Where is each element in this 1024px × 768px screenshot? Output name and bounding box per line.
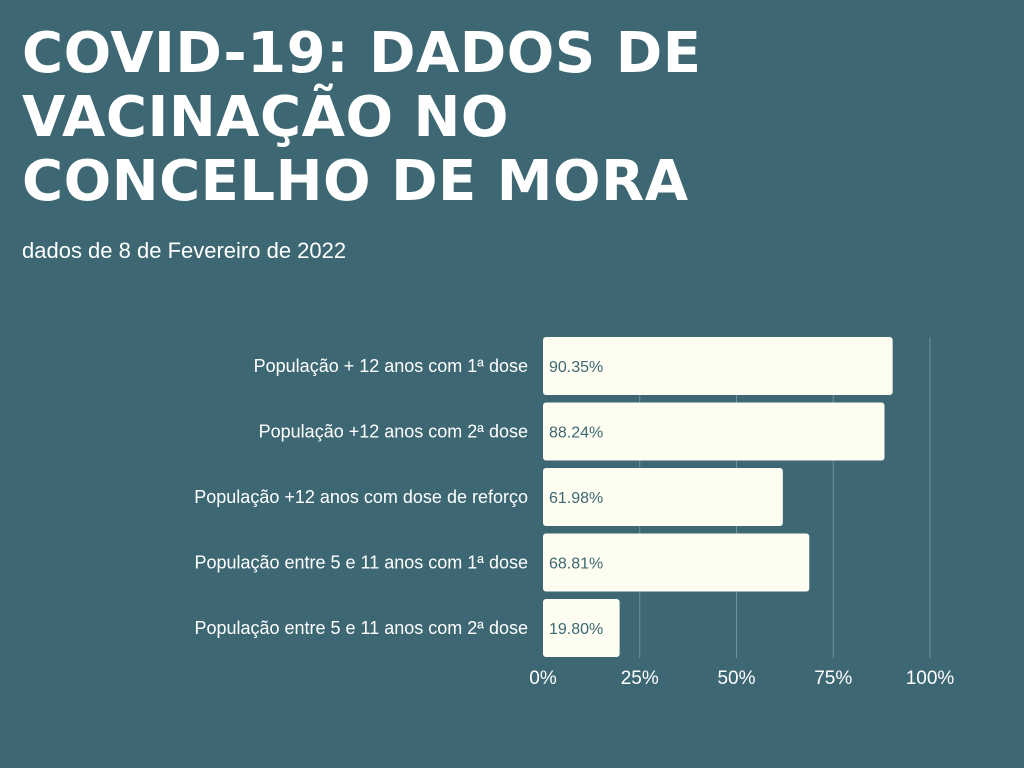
bars [543, 337, 893, 657]
value-label: 61.98% [549, 490, 603, 507]
x-tick-label: 100% [906, 668, 955, 689]
x-tick-label: 75% [814, 668, 852, 689]
page-title: COVID-19: DADOS DE VACINAÇÃO NO CONCELHO… [22, 21, 702, 214]
value-label: 90.35% [549, 359, 603, 376]
value-label: 88.24% [549, 425, 603, 442]
x-tick-label: 0% [529, 668, 557, 689]
x-tick-label: 50% [717, 668, 755, 689]
bar [543, 468, 783, 526]
x-tick-label: 25% [621, 668, 659, 689]
category-label: População entre 5 e 11 anos com 2ª dose [194, 618, 528, 638]
category-label: População + 12 anos com 1ª dose [254, 356, 528, 376]
value-label: 19.80% [549, 621, 603, 638]
bar [543, 337, 893, 395]
category-label: População entre 5 e 11 anos com 1ª dose [194, 553, 528, 573]
bar [543, 402, 885, 461]
x-axis-tick-labels: 0% 25% 50% 75% 100% [529, 668, 954, 689]
category-label: População +12 anos com 2ª dose [259, 422, 528, 442]
bar [543, 599, 620, 657]
page-subtitle: dados de 8 de Fevereiro de 2022 [22, 238, 347, 263]
value-labels: 90.35% 88.24% 61.98% 68.81% 19.80% [549, 359, 603, 638]
bar [543, 533, 810, 592]
category-labels: População + 12 anos com 1ª dose População… [194, 356, 528, 638]
value-label: 68.81% [549, 556, 603, 573]
category-label: População +12 anos com dose de reforço [194, 487, 528, 507]
